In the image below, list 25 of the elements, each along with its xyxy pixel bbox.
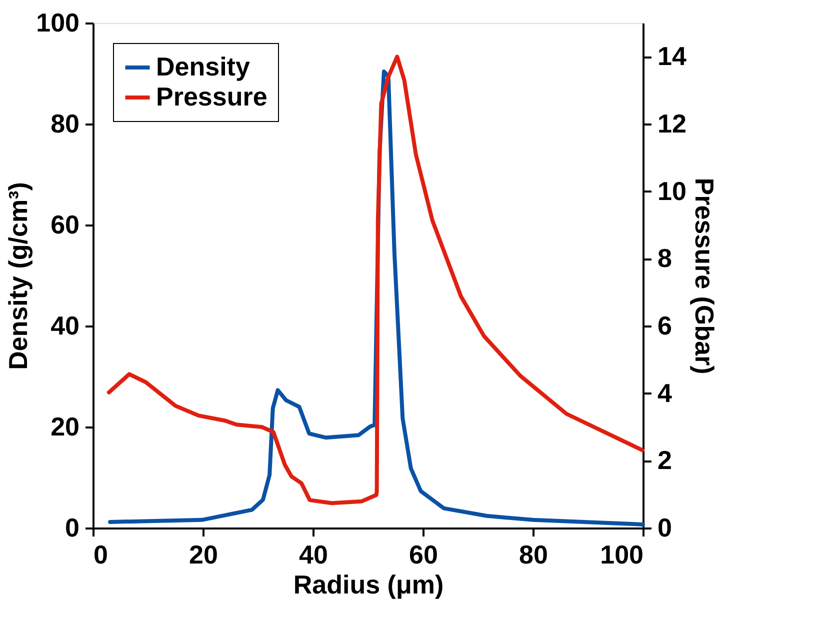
y-tick-label: 20 [50, 412, 80, 442]
y2-tick-label: 0 [658, 512, 672, 542]
y2-tick-label: 4 [658, 378, 672, 408]
y-axis-title: Density (g/cm³) [3, 182, 34, 370]
y2-tick-label: 8 [658, 243, 672, 274]
y2-axis-title: Pressure (Gbar) [689, 178, 720, 374]
x-tick-label: 20 [189, 540, 218, 570]
y2-tick-label: 12 [658, 108, 686, 138]
y2-tick-label: 6 [658, 310, 672, 340]
x-tick-label: 100 [600, 540, 644, 570]
legend-label: Density [156, 52, 250, 82]
y2-tick-label: 10 [658, 176, 686, 206]
y-tick-label: 100 [36, 8, 80, 38]
y2-tick-label: 2 [658, 445, 672, 476]
legend-label: Pressure [156, 82, 268, 112]
y-tick-label: 40 [50, 310, 80, 340]
y-tick-label: 0 [65, 512, 80, 542]
y-tick-label: 60 [50, 210, 80, 240]
x-tick-label: 40 [299, 540, 328, 570]
x-tick-label: 80 [519, 540, 548, 570]
x-tick-label: 60 [409, 540, 438, 570]
x-tick-label: 0 [94, 540, 108, 570]
y2-tick-label: 14 [658, 41, 687, 72]
y-tick-label: 80 [50, 108, 80, 138]
x-axis-title: Radius (μm) [293, 570, 444, 600]
